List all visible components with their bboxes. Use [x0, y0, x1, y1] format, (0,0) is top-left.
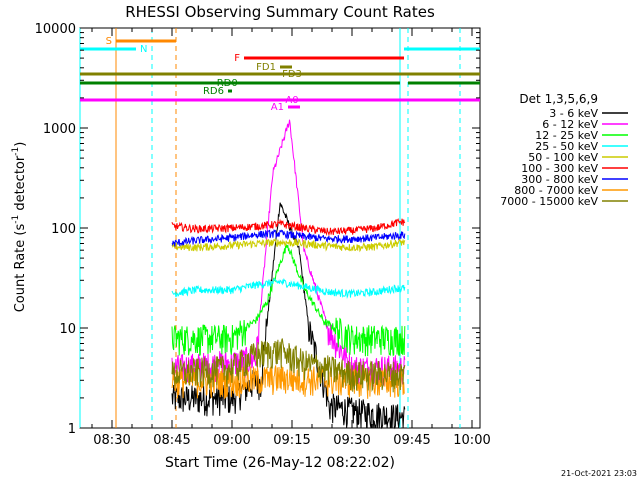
x-tick-label: 09:30 [333, 433, 370, 448]
flag-label: N [140, 44, 147, 55]
legend-entry-label: 100 - 300 keV [521, 162, 598, 175]
series-line [171, 218, 406, 237]
y-axis-label-end: ) [13, 142, 28, 147]
y-tick-label: 10 [59, 322, 76, 337]
y-axis-label-sup1: -1 [11, 215, 21, 224]
legend-entry-label: 6 - 12 keV [542, 118, 598, 131]
flag-label: S [106, 36, 112, 47]
flag-label: A1 [271, 102, 284, 113]
x-tick-label: 10:00 [453, 433, 490, 448]
legend-entry-label: 50 - 100 keV [528, 151, 598, 164]
series-line [171, 338, 406, 393]
legend-entry-label: 800 - 7000 keV [514, 184, 598, 197]
flag-label: FD1 [256, 62, 276, 73]
series-line [171, 228, 406, 247]
flag-label: RD6 [203, 86, 224, 97]
legend-entry-label: 300 - 800 keV [521, 173, 598, 186]
series-line [171, 237, 406, 253]
y-axis-label: Count Rate (s-1 detector-1) [11, 142, 28, 313]
plot-timestamp: 21-Oct-2021 23:03 [561, 469, 637, 478]
y-tick-label: 1000 [43, 122, 76, 137]
legend-entry-label: 7000 - 15000 keV [500, 195, 598, 208]
legend-entry-label: 12 - 25 keV [535, 129, 598, 142]
y-axis-label-mid: detector [13, 155, 28, 215]
y-axis-label-main: Count Rate (s [13, 224, 28, 313]
y-axis-label-sup2: -1 [11, 147, 21, 156]
legend-entry-label: 25 - 50 keV [535, 140, 598, 153]
legend-title: Det 1,3,5,6,9 [519, 92, 598, 106]
y-tick-label: 100 [51, 222, 76, 237]
y-tick-label: 1 [68, 422, 76, 437]
flag-label: FD3 [282, 69, 302, 80]
flag-label: A0 [285, 95, 298, 106]
x-tick-label: 09:15 [273, 433, 310, 448]
chart-title: RHESSI Observing Summary Count Rates [125, 3, 435, 21]
x-tick-label: 09:00 [213, 433, 250, 448]
y-tick-label: 10000 [35, 22, 76, 37]
series-line [171, 277, 406, 299]
x-tick-label: 09:45 [393, 433, 430, 448]
x-tick-label: 08:30 [93, 433, 130, 448]
flag-label: F [234, 53, 240, 64]
flag-label: RD0 [217, 78, 238, 89]
x-tick-label: 08:45 [153, 433, 190, 448]
x-axis-label: Start Time (26-May-12 08:22:02) [165, 455, 395, 471]
legend-entry-label: 3 - 6 keV [549, 107, 598, 120]
series-line [171, 243, 406, 357]
